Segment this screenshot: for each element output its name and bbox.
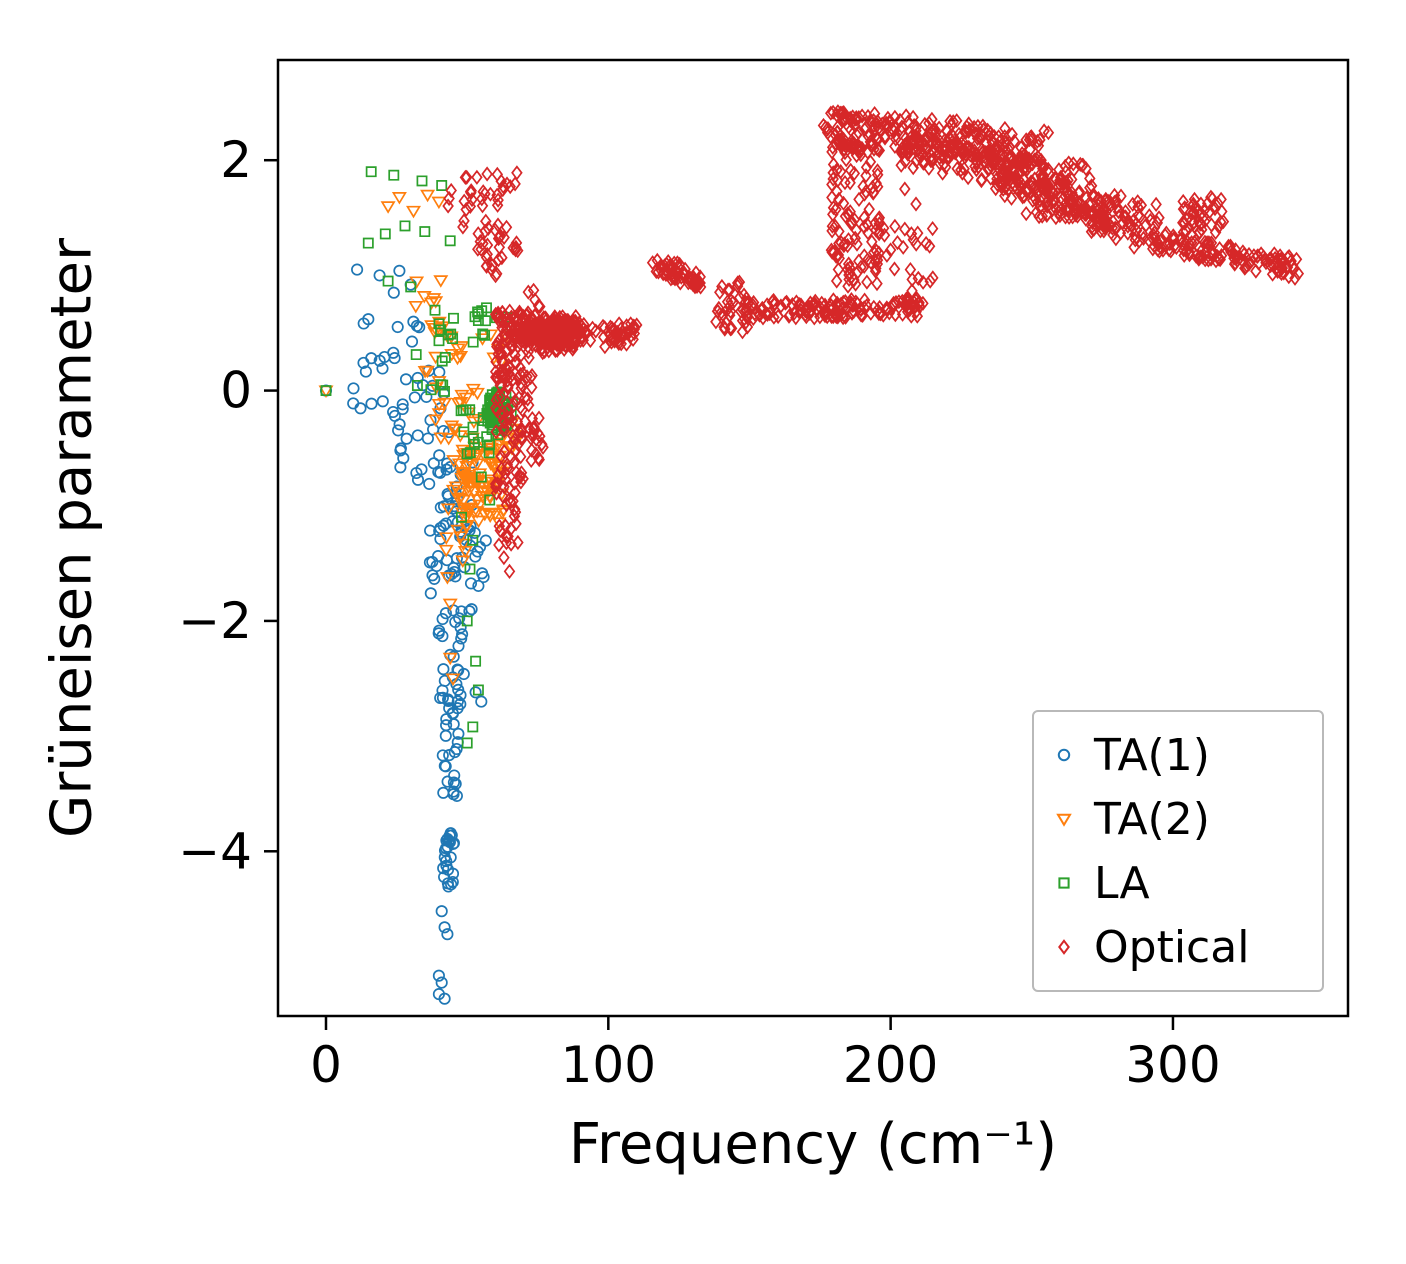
svg-text:300: 300	[1125, 1036, 1220, 1094]
legend-entry-ta2: TA(2)	[1046, 788, 1310, 850]
svg-text:−2: −2	[178, 592, 252, 650]
y-axis-ticks: 2 0 −2 −4	[178, 131, 278, 880]
x-axis-ticks: 0 100 200 300	[310, 1016, 1221, 1094]
legend-label-ta2: TA(2)	[1094, 793, 1210, 845]
legend-label-ta1: TA(1)	[1094, 729, 1210, 781]
svg-text:200: 200	[843, 1036, 938, 1094]
plot-frame	[276, 58, 1350, 1018]
ta1-marker-icon	[1057, 748, 1071, 762]
la-marker-icon	[1058, 877, 1070, 889]
optical-marker-icon	[1058, 939, 1070, 955]
legend-entry-ta1: TA(1)	[1046, 724, 1310, 786]
legend: TA(1) TA(2) LA Optical	[1032, 710, 1324, 992]
svg-text:100: 100	[561, 1036, 656, 1094]
y-axis-title: Grüneisen parameter	[39, 238, 105, 838]
legend-entry-optical: Optical	[1046, 916, 1310, 978]
legend-entry-la: LA	[1046, 852, 1310, 914]
series-points-4	[442, 104, 1305, 580]
svg-text:−4: −4	[178, 822, 252, 880]
ta2-marker-icon	[1056, 813, 1072, 827]
series-points-1	[319, 263, 492, 1005]
svg-text:0: 0	[220, 362, 252, 420]
svg-text:0: 0	[310, 1036, 342, 1094]
legend-label-optical: Optical	[1094, 921, 1250, 973]
svg-text:2: 2	[220, 131, 252, 189]
legend-label-la: LA	[1094, 857, 1150, 909]
x-axis-title: Frequency (cm⁻¹)	[568, 1112, 1058, 1177]
